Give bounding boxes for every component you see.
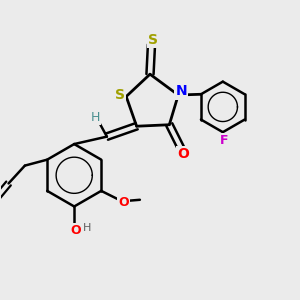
Text: S: S bbox=[148, 33, 158, 47]
Text: H: H bbox=[82, 223, 91, 233]
Text: S: S bbox=[115, 88, 125, 102]
Text: O: O bbox=[177, 147, 189, 161]
Text: N: N bbox=[176, 84, 187, 98]
Text: O: O bbox=[70, 224, 81, 237]
Text: O: O bbox=[118, 196, 129, 209]
Text: F: F bbox=[220, 134, 229, 147]
Text: H: H bbox=[90, 111, 100, 124]
